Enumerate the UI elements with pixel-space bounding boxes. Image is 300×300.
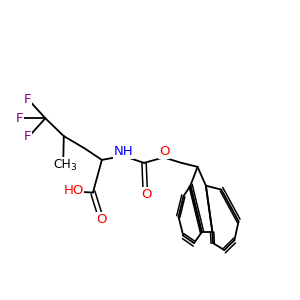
- Text: F: F: [23, 94, 31, 106]
- Text: F: F: [23, 130, 31, 143]
- Text: O: O: [159, 145, 169, 158]
- Text: O: O: [97, 213, 107, 226]
- Text: CH: CH: [53, 158, 71, 171]
- Text: NH: NH: [114, 146, 134, 158]
- Text: O: O: [142, 188, 152, 201]
- Text: HO: HO: [63, 184, 84, 197]
- Text: F: F: [16, 112, 23, 125]
- Text: 3: 3: [70, 163, 76, 172]
